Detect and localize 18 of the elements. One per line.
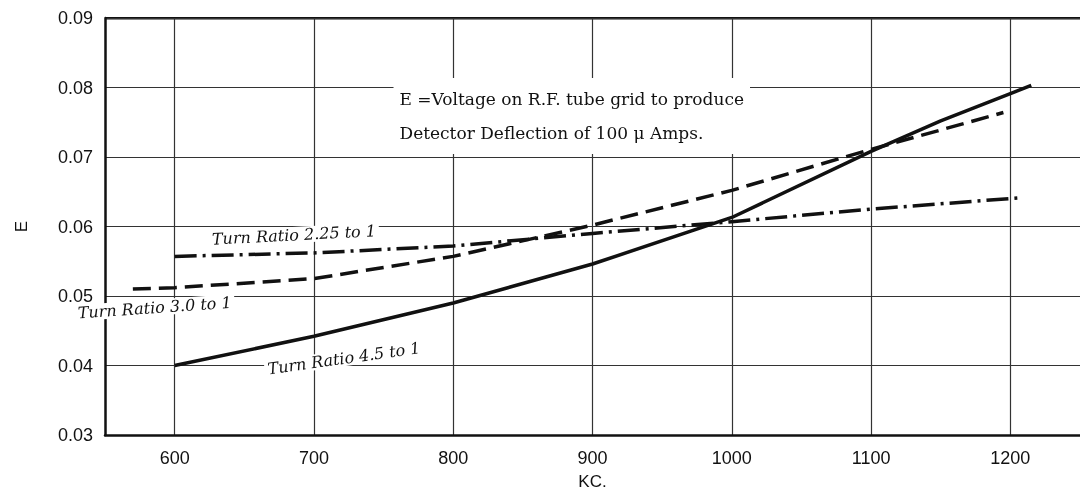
y-tick-label: 0.07 [57,147,93,167]
x-tick-label: 800 [438,448,469,468]
y-axis-title: E [12,220,31,233]
series-label: Turn Ratio 2.25 to 1 [211,221,377,249]
x-axis-title: KC. [578,472,607,491]
y-tick-label: 0.06 [57,216,93,237]
x-tick-label: 1000 [711,448,752,468]
y-tick-label: 0.08 [57,77,93,98]
text: Turn Ratio 4.5 to 1 [266,338,422,379]
y-tick-label: 0.09 [57,8,93,28]
x-tick-label: 900 [577,448,608,468]
x-tick-label: 700 [298,448,329,468]
y-tick-label: 0.04 [57,355,93,376]
x-tick-label: 600 [159,448,190,468]
annotation: E =Voltage on R.F. tube grid to produce Detector Deflection of 100 μ Amps. [399,89,745,143]
x-tick-label: 1100 [851,448,891,468]
x-tick-label: 1200 [990,448,1031,468]
y-tick-label: 0.03 [57,425,93,445]
